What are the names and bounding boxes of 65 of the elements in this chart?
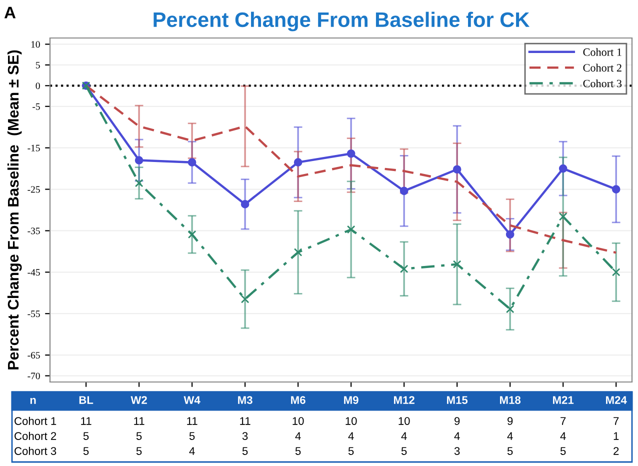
text: 4 (560, 432, 566, 440)
text: 3 (454, 447, 460, 455)
text: 4 (401, 432, 407, 440)
text: 11 (240, 417, 250, 425)
text: 10 (346, 417, 357, 425)
text: 4 (348, 432, 354, 440)
text: 4 (295, 432, 301, 440)
text: 10 (292, 417, 304, 425)
text: 10 (398, 417, 410, 425)
x-tick-label: BL (79, 396, 94, 404)
text: A (4, 6, 16, 18)
text: 4 (507, 432, 513, 440)
y-tick-label: 10 (31, 41, 40, 48)
y-tick-label: -5 (32, 103, 40, 110)
text: 4 (454, 432, 460, 440)
text: 5 (242, 447, 248, 455)
text: 5 (189, 432, 195, 440)
text: 11 (187, 417, 198, 425)
x-tick-label: W2 (130, 396, 147, 404)
y-tick-label: -65 (28, 352, 40, 359)
legend-label: Cohort 1 (583, 48, 622, 56)
text: 11 (134, 417, 144, 425)
y-tick-label: -25 (28, 186, 40, 193)
text: 9 (508, 417, 513, 425)
x-tick-label: M21 (553, 396, 574, 404)
text: 11 (81, 417, 92, 425)
text: 5 (348, 447, 354, 455)
text: 4 (189, 447, 195, 455)
text: 9 (454, 417, 460, 425)
text: 2 (614, 447, 619, 455)
text: Cohort 2 (14, 432, 56, 440)
text: 5 (560, 447, 566, 455)
text: 5 (507, 447, 513, 455)
text: n (30, 398, 36, 404)
x-tick-label: M15 (447, 396, 468, 404)
x-tick-label: M3 (238, 396, 252, 404)
legend-label: Cohort 3 (583, 79, 622, 88)
x-tick-label: M9 (344, 396, 358, 404)
legend-label: Cohort 2 (583, 64, 622, 72)
x-tick-label: M18 (500, 396, 521, 404)
text: 5 (136, 447, 142, 455)
x-tick-label: W4 (184, 396, 200, 404)
text: 3 (242, 432, 248, 440)
y-tick-label: -35 (28, 228, 40, 234)
y-tick-label: -55 (28, 310, 40, 318)
x-tick-label: M12 (394, 396, 414, 404)
chart-title: Percent Change From Baseline for CK (154, 12, 530, 32)
text: 7 (614, 417, 619, 425)
text: 5 (83, 432, 89, 440)
x-tick-label: M6 (291, 396, 306, 404)
text: Cohort 1 (14, 416, 56, 425)
y-axis-title: Percent Change From Baseline (Mean ± SE) (7, 50, 22, 370)
y-tick-label: -70 (28, 372, 40, 380)
text: 7 (560, 417, 566, 425)
y-tick-label: 5 (36, 62, 40, 68)
text: 5 (83, 447, 89, 455)
text: 1 (614, 432, 619, 440)
x-tick-label: M24 (606, 396, 627, 404)
text: 5 (136, 432, 142, 440)
y-tick-label: -15 (28, 144, 40, 152)
y-tick-label: -45 (28, 269, 40, 276)
text: 5 (295, 447, 301, 455)
y-tick-label: 0 (36, 82, 40, 90)
text: Cohort 3 (14, 446, 56, 455)
text: 5 (401, 447, 407, 455)
